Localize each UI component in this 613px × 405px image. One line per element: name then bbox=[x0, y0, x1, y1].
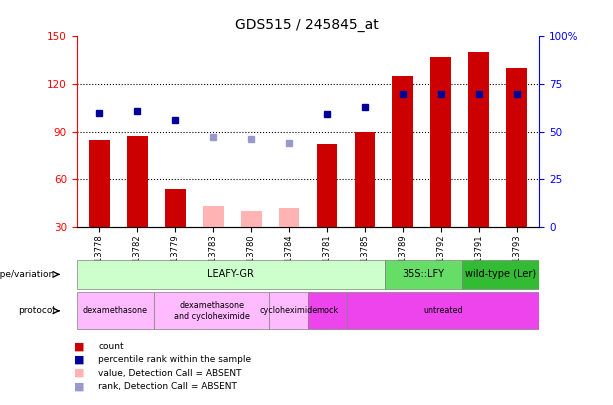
Bar bbox=[203, 206, 224, 227]
Bar bbox=[89, 140, 110, 227]
Text: ■: ■ bbox=[74, 341, 85, 351]
Text: dexamethasone
and cycloheximide: dexamethasone and cycloheximide bbox=[173, 301, 249, 320]
Bar bbox=[127, 136, 148, 227]
Bar bbox=[77, 260, 385, 289]
Bar bbox=[154, 292, 270, 329]
Bar bbox=[77, 292, 154, 329]
Bar bbox=[468, 52, 489, 227]
Text: 35S::LFY: 35S::LFY bbox=[403, 269, 445, 279]
Text: ■: ■ bbox=[74, 355, 85, 364]
Bar bbox=[462, 260, 539, 289]
Bar bbox=[270, 292, 308, 329]
Text: percentile rank within the sample: percentile rank within the sample bbox=[98, 355, 251, 364]
Bar bbox=[430, 57, 451, 227]
Bar bbox=[346, 292, 539, 329]
Text: LEAFY-GR: LEAFY-GR bbox=[207, 269, 254, 279]
Bar bbox=[506, 68, 527, 227]
Text: ■: ■ bbox=[74, 368, 85, 378]
Bar bbox=[308, 292, 346, 329]
Bar bbox=[354, 132, 375, 227]
Text: cycloheximide: cycloheximide bbox=[260, 306, 318, 315]
Bar bbox=[241, 211, 262, 227]
Text: ■: ■ bbox=[74, 382, 85, 391]
Text: count: count bbox=[98, 342, 124, 351]
Bar bbox=[316, 144, 337, 227]
Text: value, Detection Call = ABSENT: value, Detection Call = ABSENT bbox=[98, 369, 242, 377]
Text: rank, Detection Call = ABSENT: rank, Detection Call = ABSENT bbox=[98, 382, 237, 391]
Bar bbox=[392, 76, 413, 227]
Text: genotype/variation: genotype/variation bbox=[0, 270, 55, 279]
Bar bbox=[385, 260, 462, 289]
Text: wild-type (Ler): wild-type (Ler) bbox=[465, 269, 536, 279]
Text: mock: mock bbox=[316, 306, 338, 315]
Text: untreated: untreated bbox=[423, 306, 463, 315]
Text: dexamethasone: dexamethasone bbox=[83, 306, 148, 315]
Bar bbox=[279, 208, 300, 227]
Text: protocol: protocol bbox=[18, 306, 55, 315]
Bar bbox=[165, 189, 186, 227]
Text: GDS515 / 245845_at: GDS515 / 245845_at bbox=[235, 18, 378, 32]
